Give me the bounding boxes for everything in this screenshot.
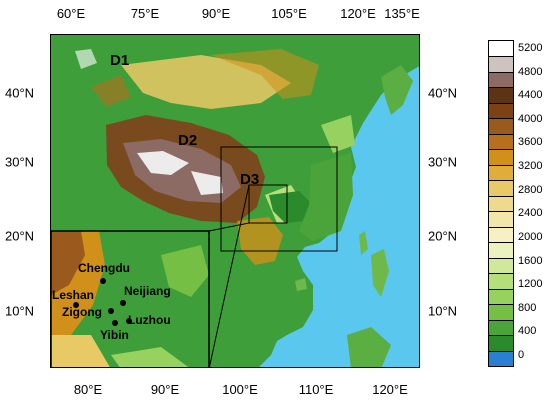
land-borneo [347,327,391,367]
domain-label-d3: D3 [240,171,260,188]
inset-border [51,230,210,367]
inset-south-plain [111,347,189,367]
colorbar-segment [489,350,513,366]
city-dot-neijiang [120,300,126,306]
city-label-neijiang: Neijiang [124,284,171,298]
sichuan-basin [269,191,313,223]
island-philippines [371,249,389,297]
city-label-chengdu: Chengdu [78,261,130,275]
right-lat-label: 30°N [428,154,458,170]
left-lat-label: 30°N [5,154,35,170]
top-lon-label: 120°E [340,6,376,21]
left-lat-label: 20°N [5,228,35,244]
colorbar-segment [489,304,513,320]
colorbar-segment [489,211,513,227]
zoom-line [208,222,250,232]
zoom-line [208,184,250,367]
colorbar-segment [489,164,513,181]
colorbar-segment [489,56,513,72]
colorbar-segment [489,195,513,212]
inset-highland-peak [51,231,85,295]
eastern-lowland [299,153,353,241]
plateau-peak [137,151,189,175]
right-lat-label: 20°N [428,228,458,244]
colorbar-segment [489,180,513,196]
terrain-map-svg [51,35,419,367]
domain-label-d1: D1 [110,52,130,69]
inset-east-hills [161,245,209,297]
colorbar-tick-label: 3200 [518,160,543,173]
colorbar-segment [489,87,513,103]
colorbar-tick-label: 5200 [518,42,543,54]
colorbar-tick-label: 1600 [518,254,543,267]
colorbar-segment [489,118,513,134]
colorbar-tick-label: 0 [518,349,525,361]
land-northeast [381,65,413,115]
yunnan-highland [237,217,283,265]
city-dot-chengdu [100,278,106,284]
bottom-lon-label: 110°E [298,382,334,397]
city-dot-leshan [73,302,79,308]
island-hainan [295,278,307,291]
colorbar-tick-label: 2000 [518,230,543,243]
bottom-lon-label: 90°E [150,382,180,397]
colorbar-segment [489,226,513,243]
inset-south-hills [51,335,110,367]
highland-mongolia [211,49,319,99]
small-lake [75,49,97,69]
domain-label-d2: D2 [178,132,198,149]
plateau-peak [191,171,223,195]
bottom-lon-label: 100°E [222,382,258,397]
colorbar-segment [489,133,513,150]
city-dot-zigong [108,308,114,314]
city-dot-yibin [112,320,118,326]
colorbar-tick-label: 2400 [518,207,543,220]
colorbar-segment [489,257,513,274]
colorbar-tick-label: 2800 [518,183,543,196]
top-lon-label: 60°E [56,6,86,21]
colorbar-segment [489,288,513,305]
city-label-zigong: Zigong [62,305,102,319]
colorbar-segment [489,273,513,289]
top-lon-label: 75°E [130,6,160,21]
left-lat-label: 10°N [5,303,35,319]
top-lon-label: 105°E [271,6,307,21]
right-lat-label: 40°N [428,85,458,101]
domain-d3-box [248,184,288,224]
city-label-yibin: Yibin [100,328,129,342]
colorbar-tick-label: 400 [518,325,537,338]
colorbar-segment [489,242,513,258]
terrain-map [50,34,420,368]
elevation-colorbar [488,40,514,367]
colorbar-segment [489,319,513,336]
bottom-lon-label: 120°E [372,382,408,397]
colorbar-tick-label: 4400 [518,89,543,102]
colorbar-tick-label: 3600 [518,136,543,149]
colorbar-segment [489,335,513,351]
colorbar-tick-label: 4800 [518,65,543,78]
city-label-leshan: Leshan [52,288,95,302]
right-lat-label: 10°N [428,303,458,319]
colorbar-tick-label: 800 [518,301,537,314]
north-china-plain [321,115,355,153]
colorbar-tick-label: 1200 [518,278,543,291]
island-taiwan [359,231,368,255]
colorbar-segment [489,102,513,119]
colorbar-segment [489,71,513,88]
inset-panel [51,230,210,367]
city-label-luzhou: Luzhou [128,313,171,327]
domain-d2-box [220,146,338,252]
top-lon-label: 135°E [384,6,420,21]
tianshan [91,75,131,107]
left-lat-label: 40°N [5,85,35,101]
bottom-lon-label: 80°E [73,382,103,397]
city-dot-luzhou [126,318,132,324]
colorbar-segment [489,149,513,165]
top-lon-label: 90°E [201,6,231,21]
colorbar-tick-label: 4000 [518,112,543,125]
colorbar-segment [489,41,513,57]
